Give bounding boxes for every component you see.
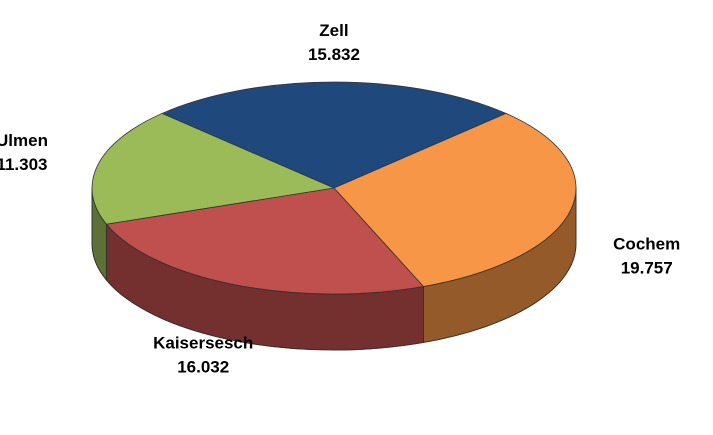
slice (106, 187, 424, 295)
slice (333, 113, 577, 287)
slice-value: 15.832 (308, 45, 360, 64)
slice (91, 113, 335, 225)
slice-label: Ulmen (0, 131, 48, 150)
slice-label: Cochem (613, 234, 680, 253)
slice-label: Kaisersesch (153, 333, 253, 352)
slice-value: 11.303 (0, 155, 48, 174)
slice-value: 19.757 (621, 258, 673, 277)
slice-label: Zell (319, 21, 348, 40)
slice (161, 81, 507, 189)
slice-value: 16.032 (177, 357, 229, 376)
